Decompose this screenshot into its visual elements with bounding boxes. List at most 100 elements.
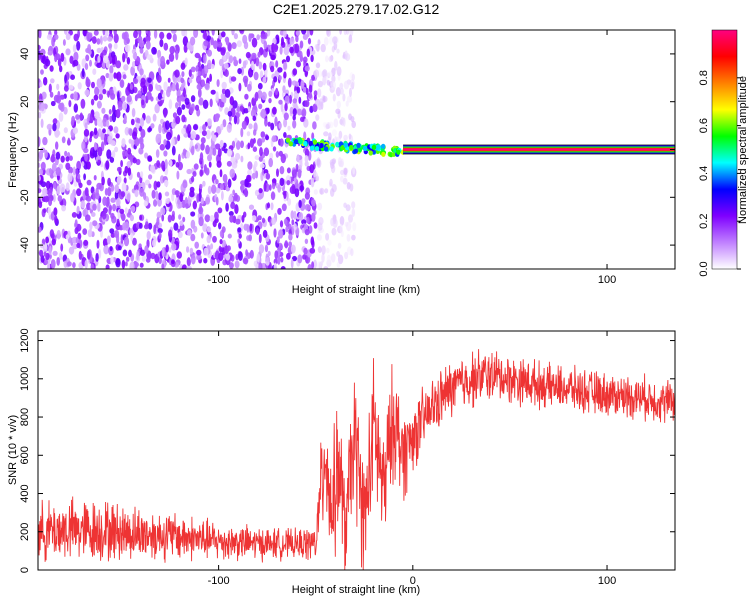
heatmap-cell	[179, 193, 184, 202]
heatmap-cell	[182, 179, 188, 189]
heatmap-cell	[336, 136, 341, 144]
heatmap-cell	[63, 106, 68, 115]
heatmap-cell	[294, 43, 300, 54]
heatmap-cell	[284, 89, 290, 96]
heatmap-cell	[151, 46, 157, 55]
heatmap-cell	[284, 240, 289, 249]
heatmap-cell	[300, 79, 305, 89]
heatmap-cell	[65, 234, 70, 240]
heatmap-cell	[286, 252, 291, 260]
heatmap-cell	[40, 161, 46, 171]
heatmap-cell	[119, 208, 125, 214]
heatmap-cell	[153, 30, 158, 39]
heatmap-cell	[141, 99, 145, 106]
heatmap-cell	[226, 123, 232, 133]
heatmap-cell	[310, 145, 315, 151]
heatmap-cell	[288, 141, 293, 147]
heatmap-cell	[159, 144, 165, 151]
heatmap-cell	[263, 147, 270, 157]
heatmap-cell	[322, 69, 328, 78]
heatmap-cell	[316, 234, 322, 241]
heatmap-cell	[192, 200, 197, 210]
heatmap-cell	[102, 196, 108, 206]
heatmap-cell	[134, 189, 139, 198]
heatmap-cell	[295, 163, 299, 172]
heatmap-cell	[328, 55, 334, 63]
heatmap-cell	[218, 222, 222, 230]
heatmap-cell	[132, 237, 137, 246]
heatmap-cell	[267, 202, 270, 209]
heatmap-cell	[285, 55, 291, 63]
heatmap-region-faint	[313, 30, 357, 269]
heatmap-cell	[251, 215, 257, 222]
heatmap-cell	[169, 46, 175, 55]
heatmap-cell	[164, 159, 168, 169]
heatmap-cell	[50, 233, 55, 239]
colorbar-label: Normalized spectral amplitude	[737, 76, 749, 224]
heatmap-cell	[157, 228, 163, 234]
heatmap-cell	[171, 214, 175, 222]
heatmap-cell	[100, 132, 105, 141]
heatmap-cell	[48, 168, 53, 174]
heatmap-cell	[207, 49, 212, 57]
heatmap-cell	[189, 247, 194, 255]
heatmap-cell	[77, 232, 82, 240]
heatmap-cell	[108, 206, 112, 215]
heatmap-cell	[291, 255, 298, 262]
heatmap-cell	[39, 249, 44, 257]
heatmap-cell	[75, 236, 79, 244]
heatmap-cell	[234, 260, 240, 269]
heatmap-cell	[125, 256, 130, 262]
heatmap-cell	[136, 250, 140, 261]
heatmap-cell	[102, 88, 107, 95]
heatmap-cell	[115, 60, 122, 69]
heatmap-cell	[54, 215, 58, 225]
y-tick-label: 800	[19, 408, 31, 426]
heatmap-cell	[39, 81, 43, 88]
heatmap-cell	[198, 216, 204, 227]
heatmap-cell	[352, 165, 356, 175]
heatmap-cell	[80, 200, 86, 209]
heatmap-cell	[232, 189, 236, 196]
heatmap-cell	[257, 215, 262, 221]
heatmap-cell	[175, 115, 181, 125]
heatmap-cell	[108, 72, 114, 82]
heatmap-cell	[201, 79, 206, 87]
heatmap-cell	[285, 137, 291, 143]
x-tick-label: -100	[208, 575, 230, 587]
heatmap-cell	[97, 55, 101, 63]
heatmap-cell	[249, 223, 253, 232]
heatmap-cell	[262, 62, 267, 71]
heatmap-cell	[268, 98, 272, 104]
heatmap-cell	[273, 76, 278, 83]
heatmap-cell	[291, 219, 295, 226]
colorbar: 0.0 0.2 0.4 0.6 0.8 Normalized spectral ampl…	[698, 29, 749, 277]
heatmap-cell	[294, 188, 300, 198]
heatmap-cell	[48, 83, 52, 93]
heatmap-cell	[163, 42, 169, 51]
heatmap-cell	[268, 184, 272, 191]
heatmap-cell	[356, 142, 361, 148]
heatmap-cell	[283, 132, 287, 138]
heatmap-cell	[83, 239, 89, 246]
heatmap-cell	[349, 144, 354, 151]
heatmap-cell	[121, 95, 126, 102]
heatmap-cell	[152, 239, 156, 247]
heatmap-cell	[270, 122, 275, 131]
heatmap-cell	[284, 102, 288, 112]
heatmap-cell	[237, 238, 241, 244]
heatmap-cell	[196, 249, 202, 256]
heatmap-cell	[343, 167, 348, 176]
heatmap-cell	[218, 58, 224, 67]
heatmap-cell	[113, 126, 119, 134]
heatmap-cell	[67, 172, 73, 183]
heatmap-cell	[240, 180, 246, 186]
heatmap-cell	[320, 43, 326, 53]
heatmap-cell	[260, 33, 267, 39]
heatmap-cell	[70, 74, 75, 80]
heatmap-cell	[312, 121, 317, 130]
colorbar-ticks: 0.0 0.2 0.4 0.6 0.8	[698, 70, 741, 277]
heatmap-cell	[224, 180, 228, 187]
heatmap-cell	[208, 161, 212, 168]
heatmap-cell	[84, 259, 88, 269]
